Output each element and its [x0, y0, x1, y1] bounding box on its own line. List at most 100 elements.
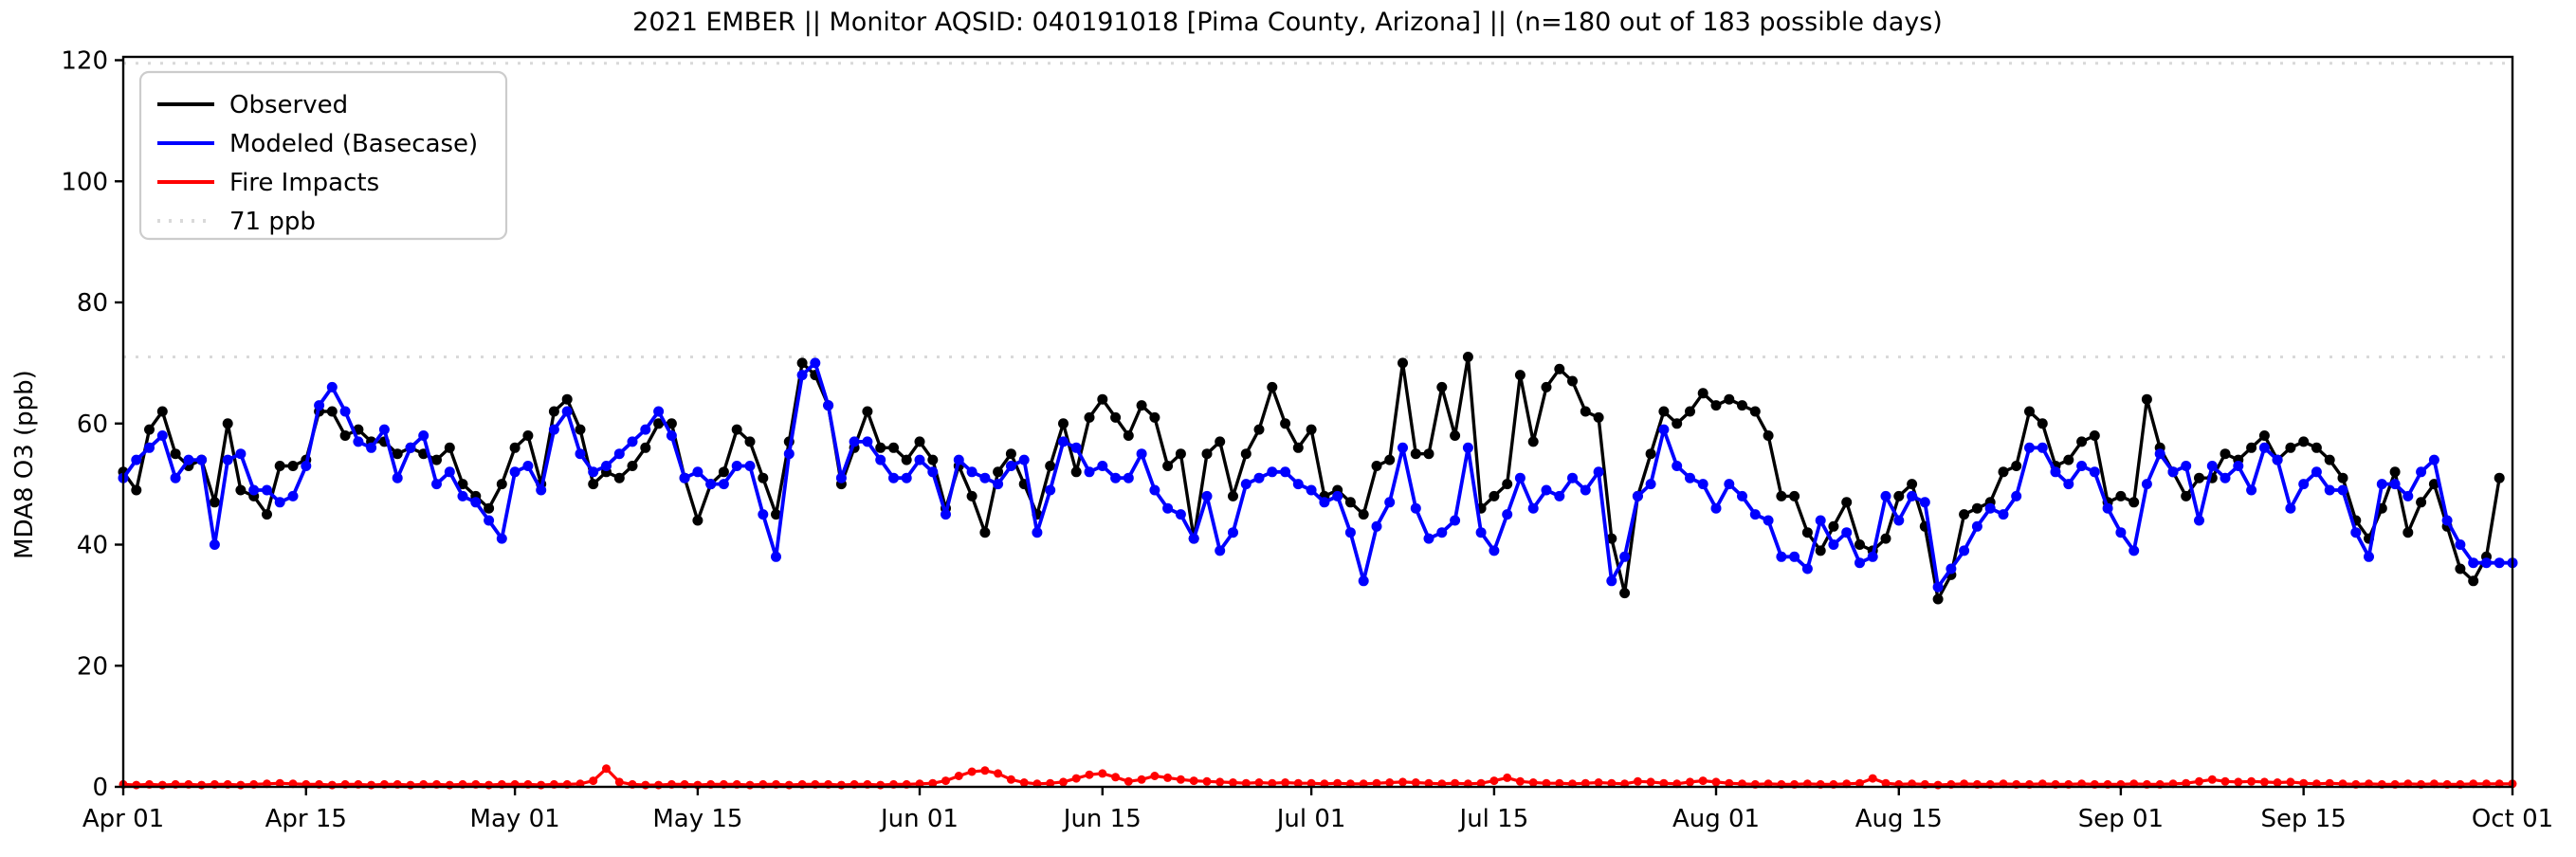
data-point: [692, 466, 703, 478]
data-point: [875, 454, 886, 465]
data-point: [979, 527, 991, 538]
data-point: [561, 406, 573, 417]
legend-box: Observed Modeled (Basecase) Fire Impacts 71…: [138, 70, 508, 241]
data-point: [1698, 776, 1708, 786]
data-point: [823, 400, 834, 411]
data-point: [2468, 557, 2479, 569]
data-point: [548, 424, 559, 435]
series-modeled-basecase-: [118, 357, 2518, 593]
data-point: [444, 466, 455, 478]
x-tick-label: Aug 01: [1672, 805, 1760, 833]
data-point: [2455, 563, 2466, 574]
data-point: [1371, 520, 1382, 532]
data-point: [1606, 575, 1617, 587]
data-point: [613, 472, 625, 483]
chart-title: 2021 EMBER || Monitor AQSID: 040191018 […: [632, 8, 1943, 37]
data-point: [1229, 778, 1237, 787]
data-point: [1097, 461, 1108, 471]
data-point: [1763, 515, 1774, 526]
data-point: [1619, 551, 1631, 562]
x-tick-label: Jul 01: [1275, 805, 1346, 833]
legend-label: Observed: [229, 91, 348, 119]
plot-border: [121, 55, 2514, 789]
data-point: [2246, 484, 2257, 496]
data-point: [2234, 777, 2243, 787]
data-point: [2011, 490, 2022, 501]
data-point: [2115, 490, 2127, 501]
data-point: [888, 442, 899, 453]
data-point: [2181, 490, 2192, 501]
data-point: [1749, 406, 1761, 417]
data-point: [1267, 381, 1278, 392]
x-tick-label: Sep 01: [2078, 805, 2164, 833]
data-point: [1358, 509, 1369, 520]
data-point: [1946, 563, 1957, 574]
data-point: [1175, 448, 1186, 460]
data-point: [1071, 774, 1081, 783]
data-point: [2272, 454, 2283, 465]
data-point: [2350, 527, 2362, 538]
data-point: [1737, 400, 1747, 411]
data-point: [431, 454, 442, 465]
data-point: [941, 776, 950, 786]
data-point: [1606, 533, 1617, 544]
data-point: [1137, 775, 1146, 784]
data-point: [2428, 454, 2439, 465]
data-point: [1411, 778, 1420, 787]
data-point: [575, 448, 586, 460]
data-point: [1776, 551, 1787, 562]
data-point: [2494, 557, 2505, 569]
data-point: [718, 479, 729, 490]
data-point: [2441, 515, 2453, 526]
data-point: [1306, 778, 1316, 788]
data-point: [1176, 775, 1185, 784]
data-point: [1710, 502, 1722, 514]
data-point: [274, 497, 285, 508]
data-point: [1710, 400, 1722, 411]
data-point: [1567, 472, 1578, 483]
data-point: [1503, 773, 1512, 782]
data-point: [2181, 461, 2192, 471]
series-observed: [118, 352, 2505, 605]
data-point: [2325, 778, 2334, 788]
data-point: [1110, 411, 1122, 423]
data-point: [378, 424, 390, 435]
data-point: [484, 502, 495, 514]
data-point: [1333, 778, 1343, 788]
data-point: [640, 424, 651, 435]
data-point: [1462, 442, 1473, 453]
data-point: [1619, 588, 1631, 599]
data-point: [1658, 406, 1670, 417]
data-point: [1018, 454, 1030, 465]
data-point: [1932, 593, 1944, 605]
data-point: [2324, 484, 2335, 496]
data-point: [326, 381, 338, 392]
data-point: [1084, 466, 1095, 478]
data-point: [2154, 448, 2165, 460]
data-point: [1045, 484, 1056, 496]
data-point: [1281, 778, 1290, 787]
data-point: [406, 780, 415, 790]
data-point: [1398, 442, 1408, 453]
data-point: [2011, 461, 2022, 471]
data-point: [339, 430, 351, 441]
data-point: [1685, 472, 1695, 483]
data-point: [1971, 520, 1982, 532]
data-point: [2285, 502, 2296, 514]
series-line: [121, 767, 2514, 787]
data-point: [836, 780, 846, 790]
data-point: [1240, 448, 1251, 460]
data-point: [1685, 406, 1695, 417]
data-point: [1489, 776, 1499, 786]
data-point: [1789, 490, 1800, 501]
y-tick-label: 120: [61, 47, 108, 76]
data-point: [2259, 777, 2269, 787]
data-point: [287, 490, 299, 501]
data-point: [132, 780, 141, 790]
data-point: [301, 461, 312, 471]
data-point: [1059, 777, 1068, 787]
data-point: [1933, 780, 1943, 790]
data-point: [1475, 527, 1487, 538]
data-point: [1292, 479, 1304, 490]
data-point: [1280, 466, 1291, 478]
